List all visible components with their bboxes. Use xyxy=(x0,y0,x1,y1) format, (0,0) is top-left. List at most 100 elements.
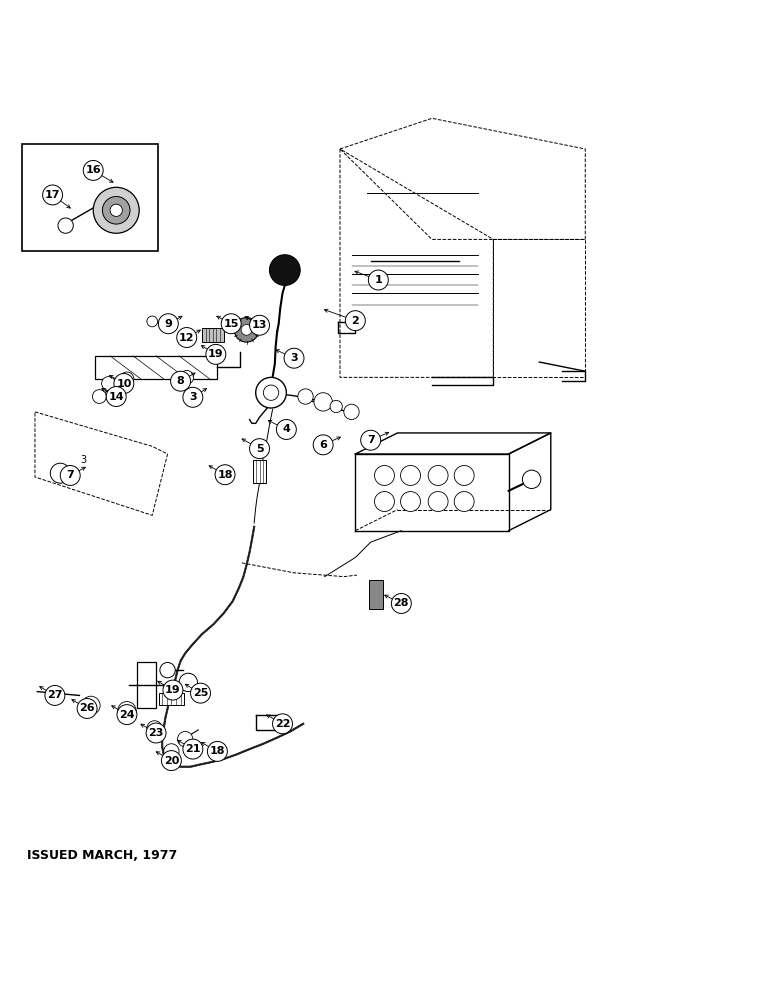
Circle shape xyxy=(284,348,304,368)
Text: 21: 21 xyxy=(185,744,201,754)
Bar xyxy=(95,356,218,379)
Circle shape xyxy=(164,744,179,759)
Text: 27: 27 xyxy=(47,690,63,700)
Circle shape xyxy=(160,662,175,678)
Text: 10: 10 xyxy=(117,379,131,389)
Text: 18: 18 xyxy=(210,746,225,756)
Text: 24: 24 xyxy=(119,710,135,720)
Circle shape xyxy=(298,389,313,404)
Circle shape xyxy=(158,314,178,334)
Circle shape xyxy=(263,385,279,400)
Circle shape xyxy=(83,160,103,180)
Circle shape xyxy=(273,714,293,734)
Circle shape xyxy=(183,387,203,407)
Circle shape xyxy=(222,314,241,334)
Circle shape xyxy=(103,196,130,224)
Circle shape xyxy=(344,404,359,420)
Text: 9: 9 xyxy=(164,319,172,329)
Text: 20: 20 xyxy=(164,756,179,766)
Text: 22: 22 xyxy=(275,719,290,729)
Text: 28: 28 xyxy=(394,598,409,608)
Circle shape xyxy=(107,387,126,406)
Circle shape xyxy=(93,187,139,233)
Text: 2: 2 xyxy=(351,316,359,326)
Circle shape xyxy=(454,492,474,511)
Text: 17: 17 xyxy=(45,190,60,200)
Text: 18: 18 xyxy=(217,470,233,480)
Circle shape xyxy=(93,390,107,403)
Circle shape xyxy=(454,466,474,485)
Circle shape xyxy=(118,702,136,720)
Circle shape xyxy=(171,371,191,391)
Text: 3: 3 xyxy=(80,455,86,465)
Text: 25: 25 xyxy=(193,688,208,698)
Circle shape xyxy=(114,374,134,393)
Bar xyxy=(22,144,158,251)
Circle shape xyxy=(179,673,198,692)
Circle shape xyxy=(45,685,65,705)
Circle shape xyxy=(102,377,116,390)
Circle shape xyxy=(177,328,197,347)
Circle shape xyxy=(147,316,157,327)
Text: 7: 7 xyxy=(66,470,74,480)
Text: 6: 6 xyxy=(319,440,327,450)
Circle shape xyxy=(374,492,394,511)
Text: 1: 1 xyxy=(374,275,382,285)
Circle shape xyxy=(120,372,134,386)
Circle shape xyxy=(77,699,97,718)
Text: 16: 16 xyxy=(86,165,101,175)
Text: 12: 12 xyxy=(179,333,195,343)
Circle shape xyxy=(178,731,193,747)
Circle shape xyxy=(401,466,421,485)
Circle shape xyxy=(161,751,181,771)
Circle shape xyxy=(368,270,388,290)
Circle shape xyxy=(206,344,226,364)
Circle shape xyxy=(147,721,162,736)
Text: 23: 23 xyxy=(148,728,164,738)
Circle shape xyxy=(345,311,365,331)
Text: 3: 3 xyxy=(189,392,197,402)
Circle shape xyxy=(110,204,122,216)
Circle shape xyxy=(209,347,223,361)
Circle shape xyxy=(314,393,333,411)
Text: ISSUED MARCH, 1977: ISSUED MARCH, 1977 xyxy=(27,849,178,862)
Circle shape xyxy=(58,218,73,233)
Circle shape xyxy=(249,439,269,459)
Bar xyxy=(159,693,184,705)
Bar xyxy=(252,460,266,483)
Text: 8: 8 xyxy=(177,376,185,386)
Circle shape xyxy=(180,370,194,384)
Circle shape xyxy=(249,315,269,335)
Circle shape xyxy=(191,683,211,703)
Text: 4: 4 xyxy=(283,424,290,434)
Circle shape xyxy=(428,492,448,511)
Circle shape xyxy=(117,705,137,725)
Circle shape xyxy=(313,435,333,455)
Text: 14: 14 xyxy=(108,392,124,402)
Circle shape xyxy=(241,324,252,335)
Circle shape xyxy=(163,680,183,700)
Text: 13: 13 xyxy=(252,320,267,330)
Circle shape xyxy=(276,420,296,439)
Text: 19: 19 xyxy=(165,685,181,695)
Circle shape xyxy=(60,466,80,485)
Circle shape xyxy=(234,318,259,342)
Text: 19: 19 xyxy=(208,349,224,359)
Circle shape xyxy=(215,465,235,485)
Circle shape xyxy=(374,466,394,485)
Circle shape xyxy=(183,739,203,759)
Circle shape xyxy=(146,723,166,743)
Circle shape xyxy=(256,377,286,408)
Bar xyxy=(202,328,224,342)
Circle shape xyxy=(42,185,63,205)
Text: 3: 3 xyxy=(290,353,298,363)
Text: 15: 15 xyxy=(223,319,239,329)
Circle shape xyxy=(361,430,381,450)
Circle shape xyxy=(269,255,300,285)
Text: 26: 26 xyxy=(80,703,95,713)
Circle shape xyxy=(208,741,227,761)
Text: 5: 5 xyxy=(256,444,263,454)
Bar xyxy=(137,662,156,708)
Circle shape xyxy=(330,400,342,413)
Circle shape xyxy=(391,594,411,613)
